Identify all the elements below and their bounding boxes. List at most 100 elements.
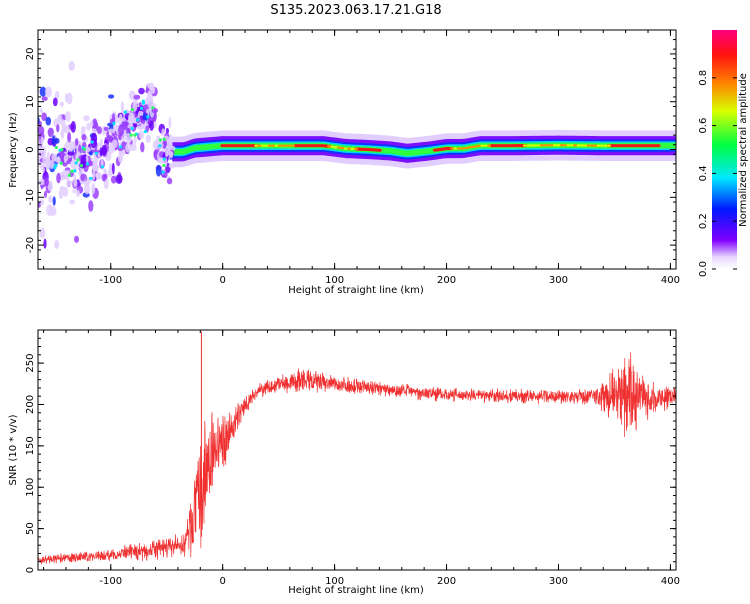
spectrogram-scatter — [80, 155, 87, 167]
x-tick-label: 100 — [325, 576, 344, 587]
spectrogram-scatter — [62, 126, 69, 131]
spectrogram-scatter — [51, 153, 57, 162]
spectrogram-scatter — [67, 151, 75, 156]
spectrogram-mid-amplitude — [603, 144, 608, 147]
spectrogram-scatter — [91, 183, 96, 195]
spectrogram-scatter — [56, 172, 61, 184]
colorbar-gradient — [712, 30, 737, 269]
spectrogram-scatter-peak — [90, 140, 94, 144]
spectrogram-scatter — [149, 120, 154, 131]
x-tick-label: 200 — [437, 275, 456, 286]
spectrogram-scatter — [155, 164, 162, 177]
spectrogram-mid-amplitude — [347, 147, 352, 150]
figure-title: S135.2023.063.17.21.G18 — [270, 3, 441, 18]
spectrogram-scatter — [52, 196, 56, 206]
spectrogram-mid-amplitude — [566, 144, 571, 147]
spectrogram-scatter — [99, 138, 103, 148]
spectrogram-scatter — [48, 195, 53, 203]
snr-frame — [37, 329, 677, 571]
colorbar-ticks: 0.0 0.2 0.4 0.6 0.8 — [698, 70, 737, 277]
spectrogram-mid-amplitude — [271, 144, 276, 147]
spectrogram-scatter-peak — [161, 170, 165, 174]
spectrogram-mid-amplitude — [559, 144, 564, 147]
spectrogram-scatter — [101, 174, 107, 182]
spectrogram-scatter — [111, 139, 118, 148]
spectrogram-mid-amplitude — [264, 144, 269, 147]
spectrogram-scatter — [77, 141, 84, 147]
colorbar-tick-label: 0.0 — [698, 261, 709, 277]
x-tick-label: 400 — [661, 275, 680, 286]
y-tick-label: 10 — [25, 95, 36, 108]
spectrogram-scatter — [96, 172, 102, 180]
spectrogram-mid-amplitude — [260, 144, 265, 147]
spectrogram-mid-amplitude — [267, 144, 272, 147]
y-tick-label: 0 — [25, 567, 36, 573]
spectrogram-scatter — [41, 112, 47, 121]
spectrogram-mid-amplitude — [340, 146, 345, 150]
spectrogram-scatter — [108, 128, 115, 134]
spectrogram-scatter — [39, 178, 45, 186]
spectrogram-scatter — [103, 126, 109, 131]
spectrogram-scatter — [68, 141, 75, 151]
spectrogram-scatter — [62, 186, 69, 198]
spectrogram-scatter — [39, 108, 44, 114]
spectrogram-mid-amplitude — [536, 144, 541, 147]
spectrogram-scatter — [56, 124, 60, 133]
spectrogram-mid-amplitude — [460, 147, 465, 150]
spectrogram-scatter — [166, 177, 173, 185]
spectrogram-scatter — [111, 162, 115, 175]
spectrogram-scatter — [107, 169, 113, 178]
spectrogram-mid-amplitude — [330, 145, 335, 149]
spectrogram-scatter — [44, 177, 49, 187]
spectrogram-scatter — [106, 130, 110, 138]
spectrogram-scatter — [145, 134, 151, 143]
spectrogram-mid-amplitude — [450, 147, 455, 150]
y-tick-label: -10 — [25, 189, 36, 205]
spectrogram-scatter — [80, 173, 86, 182]
spectrogram-mid-amplitude — [333, 146, 338, 149]
spectrogram-scatter — [128, 115, 133, 125]
spectrogram-scatter — [162, 139, 167, 149]
spectrogram-scatter — [83, 146, 91, 153]
x-tick-label: 200 — [437, 576, 456, 587]
spectrogram-scatter-peak — [162, 157, 166, 161]
spectrogram-scatter — [168, 163, 175, 169]
spectrogram-scatter — [47, 137, 54, 146]
spectrogram-scatter — [138, 101, 142, 108]
spectrogram-scatter — [118, 152, 124, 163]
spectrogram-scatter-peak — [59, 161, 63, 165]
spectrogram-scatter — [97, 126, 102, 135]
spectrogram-scatter — [66, 180, 72, 187]
spectrogram-scatter — [81, 134, 87, 141]
spectrogram-scatter — [70, 121, 76, 133]
spectrogram-scatter — [168, 117, 172, 129]
spectrogram-mid-amplitude — [337, 146, 342, 149]
spectrogram-scatter — [138, 130, 145, 140]
spectrogram-mid-amplitude — [586, 144, 591, 147]
spectrogram-scatter-peak — [162, 137, 166, 141]
spectrogram-mid-amplitude — [590, 144, 595, 147]
x-tick-label: 0 — [219, 576, 225, 587]
spectrogram-scatter — [125, 142, 132, 153]
spectrogram-scatter — [39, 86, 47, 97]
x-tick-label: 300 — [549, 275, 568, 286]
spectrogram-scatter — [52, 135, 56, 146]
spectrogram-mid-amplitude — [274, 144, 279, 147]
snr-series-line — [38, 352, 676, 565]
spectrogram-scatter-peak — [54, 163, 58, 167]
spectrogram-mid-amplitude — [353, 147, 358, 151]
spectrogram-scatter — [86, 123, 91, 131]
spectrogram-scatter — [41, 165, 45, 174]
spectrogram-scatter — [42, 156, 49, 165]
spectrogram-scatter — [47, 127, 54, 138]
spectrogram-scatter-peak — [146, 115, 150, 119]
spectrogram-scatter — [46, 204, 54, 217]
spectrogram-mid-amplitude — [487, 144, 492, 147]
spectrogram-scatter — [92, 169, 96, 181]
spectrogram-mid-amplitude — [573, 144, 578, 147]
spectrogram-mid-amplitude — [480, 144, 485, 147]
spectrogram-scatter — [92, 163, 99, 172]
spectrogram-scatter — [133, 94, 141, 100]
spectrogram-mid-amplitude — [470, 145, 475, 149]
